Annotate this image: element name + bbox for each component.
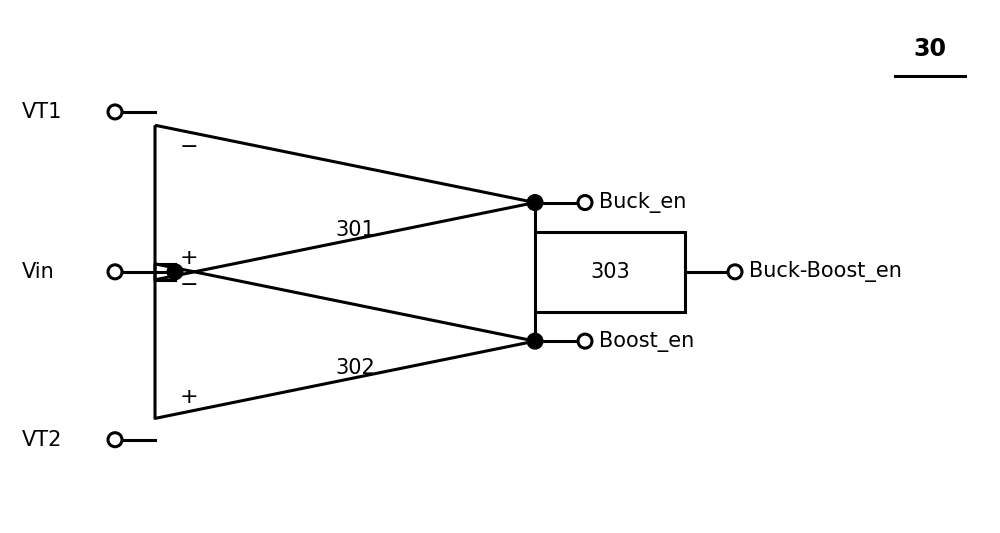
- Text: +: +: [180, 387, 199, 407]
- Ellipse shape: [168, 265, 182, 279]
- Text: VT2: VT2: [22, 430, 62, 450]
- Text: 301: 301: [335, 220, 375, 240]
- Text: −: −: [180, 276, 199, 295]
- Text: +: +: [180, 248, 199, 268]
- Text: Vin: Vin: [22, 262, 55, 282]
- Ellipse shape: [528, 334, 542, 348]
- Text: 302: 302: [335, 358, 375, 378]
- Text: −: −: [180, 137, 199, 157]
- Text: VT1: VT1: [22, 102, 62, 122]
- Bar: [535, 232, 685, 312]
- Text: 303: 303: [590, 262, 630, 282]
- Text: Boost_en: Boost_en: [599, 330, 694, 352]
- Text: 30: 30: [914, 37, 946, 61]
- Text: Buck_en: Buck_en: [599, 192, 686, 213]
- Text: Buck-Boost_en: Buck-Boost_en: [749, 261, 902, 282]
- Ellipse shape: [528, 196, 542, 209]
